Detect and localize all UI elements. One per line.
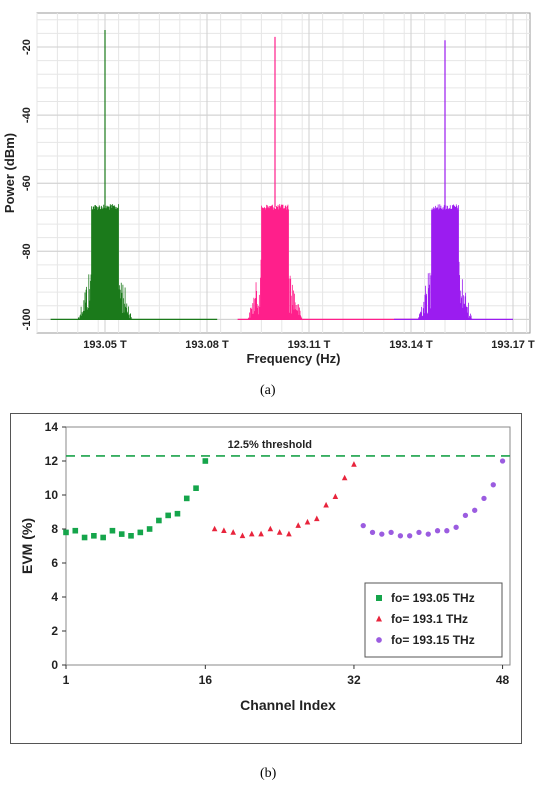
data-point [230,529,236,535]
data-point [276,529,283,535]
data-point [202,458,209,464]
data-point [360,522,366,529]
data-point [165,512,171,519]
legend: fo= 193.05 THz fo= 193.1 THz fo= 193.15 TH… [364,582,503,658]
data-point [313,515,320,522]
data-point [453,524,459,530]
data-point [490,482,496,488]
data-point [258,530,264,537]
x-tick-label: 193.08 T [185,339,229,351]
threshold-label: 12.5% threshold [228,439,312,451]
y-tick-label: 8 [51,522,58,536]
y-axis-label: Power (dBm) [2,133,17,213]
y-tick-label: -40 [21,107,33,123]
data-point [118,531,125,537]
y-tick-label: 12 [45,454,59,468]
y-tick-label: 14 [45,420,59,434]
data-point [397,533,404,539]
data-point [100,534,106,541]
y-tick-label: 4 [51,590,58,604]
data-point [434,528,441,534]
data-point [407,533,413,539]
legend-entry-label: fo= 193.15 THz [391,633,475,647]
evm-series-1 [63,458,209,541]
legend-entry-label: fo= 193.05 THz [391,591,475,605]
x-axis-label: Frequency (Hz) [247,351,341,366]
y-tick-label: 10 [45,488,59,502]
y-tick-label: 0 [51,658,58,672]
data-point [211,525,218,532]
data-point [388,529,394,536]
y-tick-label: -100 [21,308,33,330]
data-point [128,533,134,539]
data-point [248,530,255,537]
x-axis-label: Channel Index [240,697,336,713]
spectrum-series-3 [394,40,513,320]
evm-chart: 0 2 4 6 8 10 12 14 1 16 32 48 Channel Index EVM (%) 12… [10,413,522,744]
data-point [137,529,144,536]
chart-frame [10,413,522,744]
data-point [425,531,431,537]
data-point [81,534,88,541]
data-point [472,507,478,513]
data-point [462,512,469,519]
legend-box [364,582,503,658]
x-tick-label: 48 [496,673,510,687]
data-point [267,525,274,532]
x-tick-label: 1 [63,673,70,687]
data-point [379,531,385,537]
data-point [72,527,79,534]
spectrum-band [77,204,133,320]
x-tick-label: 193.11 T [288,339,331,351]
spectrum-band [247,204,303,320]
data-point [193,485,199,491]
data-point [156,517,162,524]
y-axis-label: EVM (%) [19,518,35,574]
evm-series-3 [360,458,506,539]
data-point [481,495,487,502]
data-point [416,529,422,536]
y-tick-label: 6 [51,556,58,570]
caption-a: (a) [260,383,276,398]
evm-series-2 [211,461,357,539]
y-tick-label: -80 [21,243,33,259]
data-point [286,530,292,537]
x-tick-label: 32 [347,673,361,687]
data-point [109,527,116,534]
data-point [323,501,329,508]
spectrum-series-2 [237,36,418,320]
data-point [376,595,382,601]
x-tick-label: 193.17 T [491,339,535,351]
x-tick-label: 193.05 T [83,339,127,351]
data-point [221,527,227,533]
data-point [376,637,382,643]
power-spectrum-chart: 193.05 T 193.08 T 193.11 T 193.14 T 193.17 T… [2,12,535,366]
plot-area [65,426,511,666]
data-point [369,529,376,536]
y-tick-label: -60 [21,175,33,191]
data-point [295,522,302,528]
x-tick-label: 193.14 T [389,339,433,351]
data-point [351,461,357,467]
data-point [63,529,69,536]
data-point [146,526,153,532]
legend-entry-label: fo= 193.1 THz [391,612,468,626]
data-point [239,532,246,539]
data-point [174,510,181,517]
data-point [304,518,311,525]
data-point [91,533,97,539]
y-tick-label: -20 [21,39,33,55]
spectrum-band [417,204,473,320]
data-point [376,615,382,622]
data-point [341,474,348,481]
spectrum-series-1 [50,30,218,320]
data-point [332,493,339,499]
data-point [499,458,506,464]
caption-b: (b) [260,766,277,781]
x-tick-label: 16 [199,673,213,687]
data-point [444,528,450,534]
data-point [183,495,190,502]
y-tick-label: 2 [51,624,58,638]
